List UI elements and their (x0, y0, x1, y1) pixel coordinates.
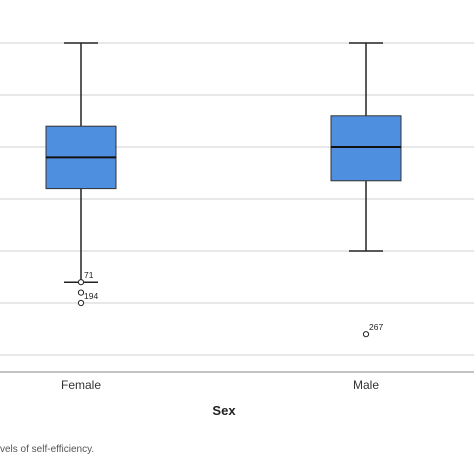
boxes-group: 71 194 267 (45, 42, 402, 338)
figure-caption: vels of self-efficiency. (0, 444, 95, 455)
box-male: 267 (330, 42, 402, 338)
x-axis-label: Sex (212, 403, 236, 418)
outlier-label: 194 (84, 291, 98, 301)
outlier-point (77, 279, 85, 286)
x-tick-label: Male (353, 378, 379, 392)
iqr-box (330, 115, 402, 182)
outlier-label: 71 (84, 270, 94, 280)
outlier-point (362, 331, 370, 338)
outlier-label: 267 (369, 322, 383, 332)
x-tick-label: Female (61, 378, 101, 392)
gridlines (0, 42, 474, 356)
outlier-point (77, 299, 85, 307)
box-female: 71 194 (45, 42, 117, 307)
outlier-point (77, 289, 85, 296)
x-tick-labels: Female Male (61, 378, 379, 392)
